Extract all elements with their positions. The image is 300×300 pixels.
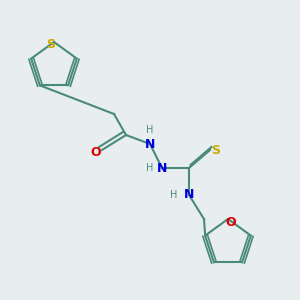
Text: N: N (184, 188, 194, 202)
Text: H: H (169, 190, 177, 200)
Text: N: N (145, 137, 155, 151)
Text: S: S (46, 38, 56, 52)
Text: H: H (146, 125, 154, 135)
Text: N: N (157, 161, 167, 175)
Text: O: O (91, 146, 101, 160)
Text: S: S (212, 143, 220, 157)
Text: H: H (146, 163, 153, 173)
Text: O: O (226, 215, 236, 229)
